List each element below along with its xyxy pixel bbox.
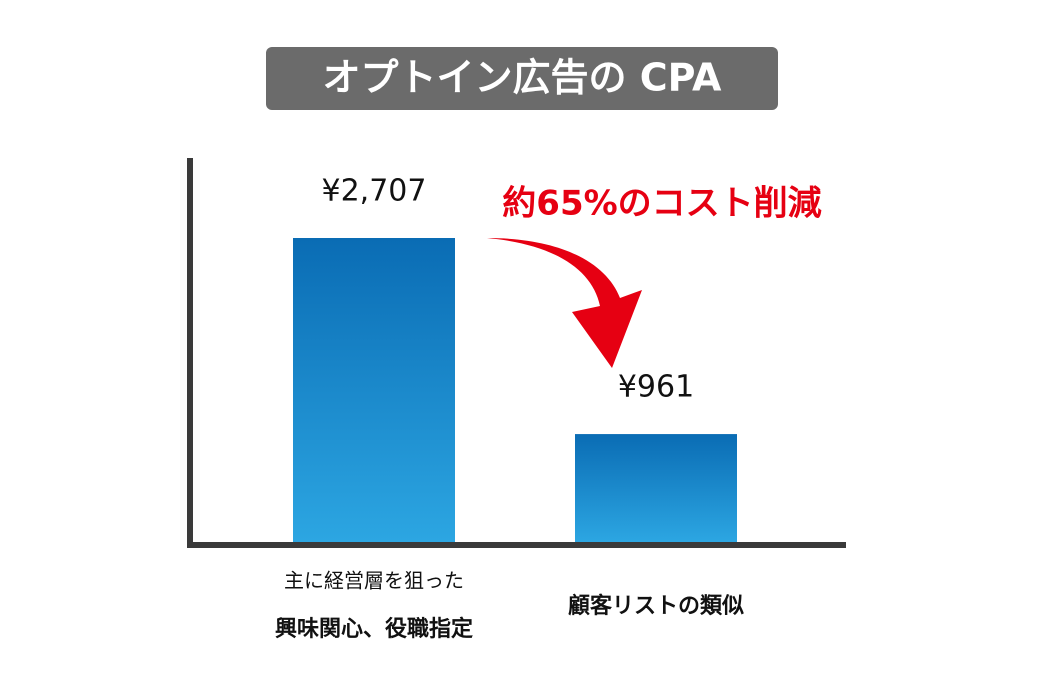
value-label: ¥2,707 [322, 174, 427, 209]
arrow [487, 238, 642, 368]
annotation: 約65%のコスト削減 [502, 184, 821, 224]
x-tick-label: 主に経営層を狙った [284, 569, 464, 593]
title-box [266, 47, 778, 110]
bar [293, 238, 455, 542]
x-tick-label: 興味関心、役職指定 [275, 616, 473, 642]
chart-title: オプトイン広告の CPA [323, 56, 722, 100]
value-label: ¥961 [618, 370, 694, 405]
x-tick-label: 顧客リストの類似 [568, 593, 744, 619]
bar [575, 434, 737, 542]
